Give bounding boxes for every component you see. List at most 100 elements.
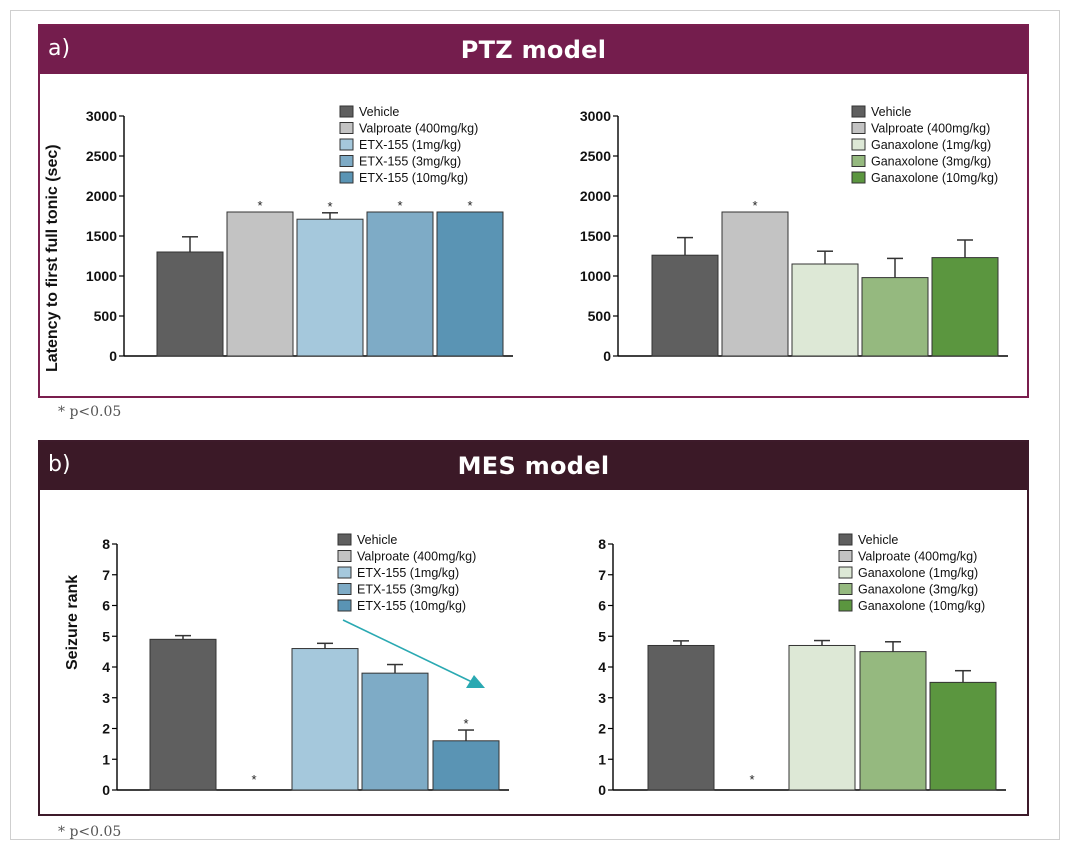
ptz-etx155-y-tick-label: 2500	[86, 148, 117, 164]
ptz-ganaxolone-bar-1	[651, 254, 719, 357]
mes-ganaxolone-y-tick-label: 0	[598, 782, 606, 798]
ptz-ganaxolone-y-tick-label: 2000	[580, 188, 611, 204]
ptz-etx155-bar-1	[156, 251, 224, 357]
mes-ganaxolone-legend-label: Ganaxolone (10mg/kg)	[858, 599, 985, 613]
ptz-etx155-bar-3	[296, 218, 364, 357]
mes-etx155-y-tick-label: 3	[102, 690, 110, 706]
mes-ganaxolone-legend-swatch	[838, 583, 853, 595]
ptz-ganaxolone-legend-swatch	[851, 155, 866, 167]
panel-ptz-banner: a) PTZ model	[40, 26, 1027, 74]
ptz-etx155-legend-label: ETX-155 (3mg/kg)	[359, 155, 461, 169]
ptz-ganaxolone-legend-label: Valproate (400mg/kg)	[871, 122, 990, 136]
ptz-etx155-legend-label: Valproate (400mg/kg)	[359, 122, 478, 136]
ptz-etx155-y-tick-label: 1500	[86, 228, 117, 244]
ptz-etx155-legend-label: Vehicle	[359, 105, 399, 119]
ptz-ganaxolone-significance-star: *	[752, 198, 757, 213]
mes-ganaxolone-y-tick-label: 5	[598, 628, 606, 644]
ptz-ganaxolone-legend-swatch	[851, 105, 866, 118]
mes-ganaxolone-bar-3	[788, 644, 856, 791]
ptz-ganaxolone-y-tick-label: 3000	[580, 108, 611, 124]
mes-ganaxolone-bar-5	[929, 681, 997, 791]
panel-ptz-letter: a)	[48, 36, 71, 61]
mes-ganaxolone-legend-swatch	[838, 533, 853, 546]
ptz-etx155-y-tick-label: 1000	[86, 268, 117, 284]
mes-etx155-legend-swatch	[337, 533, 352, 546]
mes-etx155-legend-label: Vehicle	[357, 533, 397, 547]
mes-ganaxolone-legend-label: Vehicle	[858, 533, 898, 547]
mes-ganaxolone-y-tick-label: 4	[598, 659, 606, 675]
ptz-etx155-legend-label: ETX-155 (1mg/kg)	[359, 138, 461, 152]
panel-ptz-title: PTZ model	[460, 36, 607, 64]
mes-etx155-legend-swatch	[337, 583, 352, 595]
mes-etx155-legend-label: Valproate (400mg/kg)	[357, 550, 476, 564]
mes-ganaxolone-bar-4	[859, 651, 927, 791]
ptz-ganaxolone-legend-swatch	[851, 171, 866, 184]
ptz-etx155-bar-2	[226, 211, 294, 357]
mes-etx155-y-tick-label: 2	[102, 721, 110, 737]
ptz-etx155-legend-swatch	[339, 122, 354, 134]
mes-ganaxolone-legend-swatch	[838, 566, 853, 579]
mes-ganaxolone-y-tick-label: 7	[598, 567, 606, 583]
mes-etx155-y-tick-label: 5	[102, 628, 110, 644]
figure-frame	[10, 10, 1060, 840]
ptz-ganaxolone-legend-label: Ganaxolone (10mg/kg)	[871, 171, 998, 185]
mes-etx155-y-tick-label: 7	[102, 567, 110, 583]
ptz-etx155-legend-swatch	[339, 138, 354, 151]
ptz-etx155-y-tick-label: 3000	[86, 108, 117, 124]
panel-mes-title: MES model	[457, 452, 610, 480]
ptz-ganaxolone-bar-4	[861, 277, 929, 357]
ptz-etx155-y-tick-label: 0	[109, 348, 117, 364]
mes-etx155-y-tick-label: 1	[102, 751, 110, 767]
mes-etx155-legend-label: ETX-155 (10mg/kg)	[357, 599, 466, 613]
ptz-ganaxolone-legend-label: Ganaxolone (3mg/kg)	[871, 155, 991, 169]
mes-ganaxolone-y-tick-label: 3	[598, 690, 606, 706]
mes-ganaxolone-y-tick-label: 2	[598, 721, 606, 737]
ptz-ganaxolone-legend-swatch	[851, 138, 866, 151]
ptz-etx155-bar-4	[366, 211, 434, 357]
ptz-etx155-y-tick-label: 500	[94, 308, 118, 324]
ptz-ganaxolone-legend-label: Vehicle	[871, 105, 911, 119]
mes-etx155-legend-swatch	[337, 566, 352, 579]
mes-etx155-y-tick-label: 6	[102, 598, 110, 614]
panel-mes-banner: b) MES model	[40, 442, 1027, 490]
mes-etx155-significance-star: *	[463, 716, 468, 731]
mes-ganaxolone-significance-star: *	[749, 772, 754, 787]
mes-etx155-y-tick-label: 4	[102, 659, 110, 675]
mes-etx155-y-tick-label: 0	[102, 782, 110, 798]
mes-etx155-y-tick-label: 8	[102, 536, 110, 552]
ptz-etx155-legend-label: ETX-155 (10mg/kg)	[359, 171, 468, 185]
mes-ganaxolone-y-tick-label: 8	[598, 536, 606, 552]
mes-etx155-legend-label: ETX-155 (3mg/kg)	[357, 583, 459, 597]
ptz-etx155-legend-swatch	[339, 171, 354, 184]
ptz-etx155-bar-5	[436, 211, 504, 357]
mes-etx155-bar-4	[361, 672, 429, 791]
mes-ganaxolone-bar-1	[647, 644, 715, 791]
mes-etx155-bar-5	[432, 740, 500, 791]
mes-ganaxolone-y-tick-label: 6	[598, 598, 606, 614]
ptz-etx155-significance-star: *	[257, 198, 262, 213]
ptz-ganaxolone-bar-2	[721, 211, 789, 357]
ptz-significance-note: * p<0.05	[58, 404, 122, 420]
mes-ganaxolone-y-tick-label: 1	[598, 751, 606, 767]
mes-etx155-legend-label: ETX-155 (1mg/kg)	[357, 566, 459, 580]
mes-ganaxolone-legend-swatch	[838, 550, 853, 562]
mes-significance-note: * p<0.05	[58, 824, 122, 840]
trend-arrow-head	[466, 675, 485, 688]
ptz-ganaxolone-y-tick-label: 0	[603, 348, 611, 364]
ptz-etx155-significance-star: *	[467, 198, 472, 213]
panel-mes-letter: b)	[48, 452, 71, 477]
ptz-etx155-y-tick-label: 2000	[86, 188, 117, 204]
ptz-ganaxolone-legend-label: Ganaxolone (1mg/kg)	[871, 138, 991, 152]
mes-etx155-legend-swatch	[337, 599, 352, 612]
ptz-etx155-legend-swatch	[339, 155, 354, 167]
mes-etx155-legend-swatch	[337, 550, 352, 562]
mes-ganaxolone-legend-label: Ganaxolone (1mg/kg)	[858, 566, 978, 580]
mes-etx155-significance-star: *	[251, 772, 256, 787]
mes-ganaxolone-legend-label: Valproate (400mg/kg)	[858, 550, 977, 564]
trend-arrow-line	[342, 619, 473, 683]
ptz-ganaxolone-y-tick-label: 1000	[580, 268, 611, 284]
